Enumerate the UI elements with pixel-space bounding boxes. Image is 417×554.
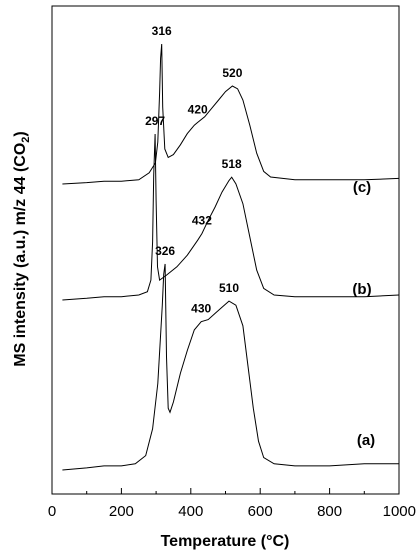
peak-label: 326 (155, 244, 175, 258)
x-axis-ticks: 0 200 400 600 800 1000 (48, 488, 416, 520)
series-line-b (62, 133, 400, 301)
x-tick-label: 200 (109, 503, 134, 520)
peak-label: 510 (219, 281, 239, 295)
curves (62, 43, 400, 471)
peak-label: 430 (191, 302, 211, 316)
peak-label: 432 (192, 214, 212, 228)
curve-labels: (a) (b) (c) (352, 179, 375, 449)
peak-label: 297 (145, 114, 165, 128)
peak-labels: 326 430 510 297 432 518 316 420 520 (145, 24, 243, 316)
x-tick-label: 400 (178, 503, 203, 520)
peak-label: 316 (152, 24, 172, 38)
y-axis-title: MS intensity (a.u.) m/z 44 (CO2) (12, 131, 32, 366)
series-label-c: (c) (353, 179, 371, 196)
peak-label: 520 (222, 66, 242, 80)
peak-label: 420 (188, 102, 208, 116)
x-tick-label: 600 (248, 503, 273, 520)
x-tick-label: 1000 (383, 503, 416, 520)
series-label-b: (b) (352, 281, 371, 298)
peak-label: 518 (222, 157, 242, 171)
y-axis-title-end: ) (12, 131, 29, 136)
x-tick-label: 800 (317, 503, 342, 520)
series-line-c (62, 43, 400, 185)
series-line-a (62, 263, 399, 471)
series-label-a: (a) (357, 432, 375, 449)
x-tick-label: 0 (48, 503, 56, 520)
y-axis-title-subscript: 2 (20, 137, 32, 143)
y-axis-title-main: MS intensity (a.u.) m/z 44 (CO (12, 143, 29, 367)
x-axis-title: Temperature (°C) (161, 533, 290, 550)
